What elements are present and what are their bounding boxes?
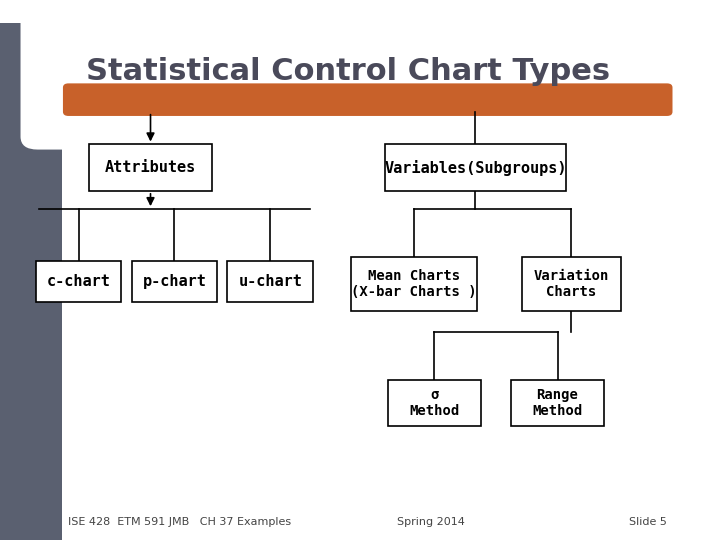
Text: Variables(Subgroups): Variables(Subgroups) [384, 160, 567, 176]
FancyBboxPatch shape [63, 83, 672, 116]
FancyBboxPatch shape [522, 257, 621, 311]
FancyBboxPatch shape [132, 261, 217, 302]
Text: c-chart: c-chart [47, 274, 111, 289]
Text: Spring 2014: Spring 2014 [397, 517, 465, 527]
FancyBboxPatch shape [351, 257, 477, 311]
Bar [0, 23, 62, 540]
Text: Attributes: Attributes [105, 160, 196, 175]
Text: Statistical Control Chart Types: Statistical Control Chart Types [86, 57, 610, 86]
FancyBboxPatch shape [511, 380, 604, 426]
FancyBboxPatch shape [228, 261, 313, 302]
FancyBboxPatch shape [21, 0, 123, 150]
Text: p-chart: p-chart [143, 274, 207, 289]
FancyBboxPatch shape [384, 144, 566, 191]
Text: ISE 428  ETM 591 JMB   CH 37 Examples: ISE 428 ETM 591 JMB CH 37 Examples [68, 517, 292, 527]
Text: Mean Charts
(X-bar Charts ): Mean Charts (X-bar Charts ) [351, 269, 477, 299]
Text: Range
Method: Range Method [532, 388, 582, 418]
FancyBboxPatch shape [89, 144, 212, 191]
Text: σ
Method: σ Method [409, 388, 459, 418]
Text: u-chart: u-chart [238, 274, 302, 289]
FancyBboxPatch shape [36, 261, 122, 302]
FancyBboxPatch shape [388, 380, 480, 426]
Text: Slide 5: Slide 5 [629, 517, 667, 527]
Text: Variation
Charts: Variation Charts [534, 269, 609, 299]
